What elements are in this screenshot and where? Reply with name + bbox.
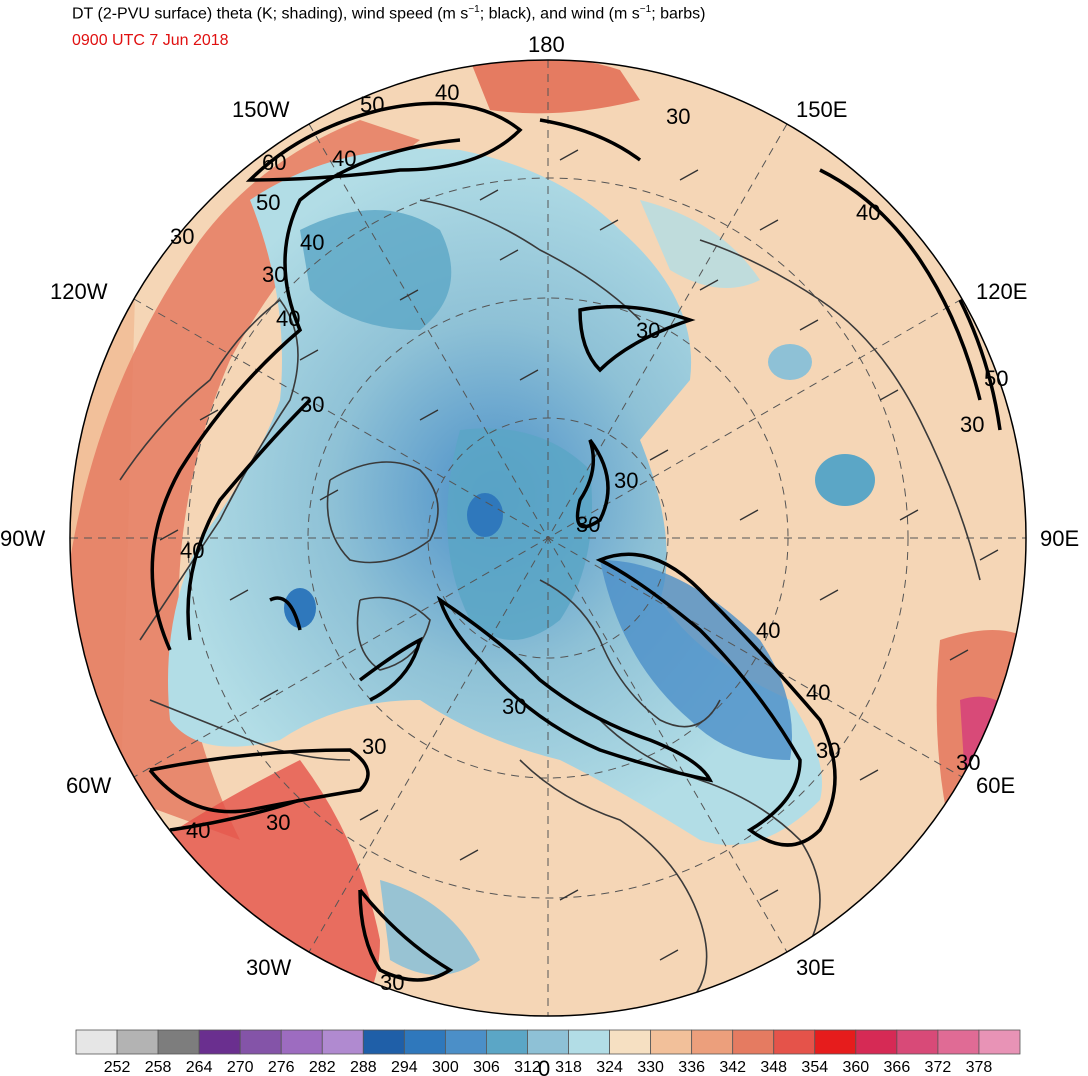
colorbar-swatch <box>280 1029 323 1055</box>
contour-label: 50 <box>360 92 384 117</box>
colorbar-swatch <box>609 1029 652 1055</box>
contour-label: 30 <box>960 412 984 437</box>
colorbar-tick-label: 324 <box>596 1059 623 1076</box>
colorbar-swatch <box>157 1029 200 1055</box>
colorbar: 252 258 264 270 276 282 288 294 300 306 312 318 324 3… <box>75 1029 1021 1076</box>
colorbar-swatch <box>855 1029 898 1055</box>
map-boundary <box>69 59 1027 1017</box>
colorbar-tick-label: 312 <box>514 1059 541 1076</box>
contour-label: 30 <box>502 694 526 719</box>
lon-label-60e: 60E <box>976 773 1015 798</box>
valid-time: 0900 UTC 7 Jun 2018 <box>72 32 229 49</box>
colorbar-swatch <box>527 1029 569 1055</box>
contour-label: 40 <box>332 146 356 171</box>
contour-label: 50 <box>984 366 1008 391</box>
contour-label: 40 <box>856 200 880 225</box>
contour-label: 30 <box>576 512 600 537</box>
colorbar-tick-label: 270 <box>227 1059 254 1076</box>
contour-label: 40 <box>300 230 324 255</box>
contour-label: 50 <box>256 190 280 215</box>
colorbar-swatch <box>116 1029 159 1055</box>
colorbar-tick-label: 276 <box>268 1059 295 1076</box>
longitude-labels: 180 0 90W 90E 150W 150E 120W 120E 60W 60… <box>0 32 1079 1076</box>
colorbar-swatch <box>198 1029 241 1055</box>
contour-value-labels: 50 40 30 30 60 40 30 40 50 30 30 40 40 5… <box>170 80 1008 1055</box>
contour-label: 40 <box>180 538 204 563</box>
contour-label: 30 <box>380 970 404 995</box>
colorbar-tick-label: 300 <box>432 1059 459 1076</box>
map-title: DT (2-PVU surface) theta (K; shading), w… <box>72 4 706 23</box>
colorbar-tick-label: 282 <box>309 1059 336 1076</box>
colorbar-tick-label: 360 <box>842 1059 869 1076</box>
contour-label: 30 <box>614 468 638 493</box>
colorbar-swatch <box>650 1029 693 1055</box>
wind-speed-contours <box>148 101 1002 982</box>
contour-label: 30 <box>300 392 324 417</box>
contour-label: 40 <box>186 818 210 843</box>
colorbar-swatch <box>691 1029 734 1055</box>
colorbar-tick-label: 264 <box>186 1059 213 1076</box>
lon-label-30w: 30W <box>246 955 291 980</box>
lon-label-0: 0 <box>538 1056 550 1076</box>
contour-label: 30 <box>170 224 194 249</box>
colorbar-swatch <box>732 1029 775 1055</box>
contour-label: 40 <box>276 306 300 331</box>
colorbar-swatch <box>773 1029 816 1055</box>
colorbar-tick-label: 306 <box>473 1059 500 1076</box>
contour-label: 30 <box>816 738 840 763</box>
colorbar-tick-label: 318 <box>555 1059 582 1076</box>
contour-label: 30 <box>956 750 980 775</box>
colorbar-swatch <box>937 1029 980 1055</box>
colorbar-tick-label: 342 <box>719 1059 746 1076</box>
lon-label-90w: 90W <box>0 526 45 551</box>
lon-label-60w: 60W <box>66 773 111 798</box>
colorbar-swatch <box>814 1029 857 1055</box>
lon-label-120w: 120W <box>50 279 108 304</box>
contour-label: 30 <box>636 318 660 343</box>
contour-label: 40 <box>806 680 830 705</box>
coastlines <box>119 199 981 1011</box>
lon-label-30e: 30E <box>796 955 835 980</box>
colorbar-tick-label: 372 <box>925 1059 952 1076</box>
theta-shading <box>70 60 1026 1016</box>
contour-label: 30 <box>262 262 286 287</box>
colorbar-tick-label: 348 <box>760 1059 787 1076</box>
lon-label-180: 180 <box>528 32 565 57</box>
lon-label-150w: 150W <box>232 97 290 122</box>
contour-label: 60 <box>262 150 286 175</box>
colorbar-tick-label: 354 <box>801 1059 828 1076</box>
colorbar-tick-label: 336 <box>678 1059 705 1076</box>
colorbar-tick-label: 252 <box>104 1059 131 1076</box>
colorbar-tick-label: 258 <box>145 1059 172 1076</box>
graticule <box>70 60 1026 1016</box>
lon-label-150e: 150E <box>796 97 847 122</box>
lon-label-90e: 90E <box>1040 526 1079 551</box>
colorbar-swatch <box>321 1029 364 1055</box>
colorbar-swatch <box>75 1029 118 1055</box>
contour-label: 30 <box>266 810 290 835</box>
colorbar-tick-label: 378 <box>966 1059 993 1076</box>
colorbar-swatch <box>444 1029 487 1055</box>
colorbar-tick-label: 330 <box>637 1059 664 1076</box>
contour-label: 30 <box>666 104 690 129</box>
contour-label: 40 <box>435 80 459 105</box>
contour-label: 40 <box>756 618 780 643</box>
colorbar-swatch <box>978 1029 1021 1055</box>
colorbar-tick-label: 288 <box>350 1059 377 1076</box>
wind-barbs <box>159 149 999 961</box>
colorbar-swatch <box>403 1029 446 1055</box>
colorbar-swatch <box>362 1029 405 1055</box>
colorbar-swatch <box>568 1029 610 1055</box>
contour-label: 30 <box>362 734 386 759</box>
colorbar-swatch <box>239 1029 282 1055</box>
colorbar-tick-label: 294 <box>391 1059 418 1076</box>
colorbar-swatch <box>486 1029 528 1055</box>
lon-label-120e: 120E <box>976 279 1027 304</box>
colorbar-tick-label: 366 <box>884 1059 911 1076</box>
colorbar-swatch <box>896 1029 939 1055</box>
